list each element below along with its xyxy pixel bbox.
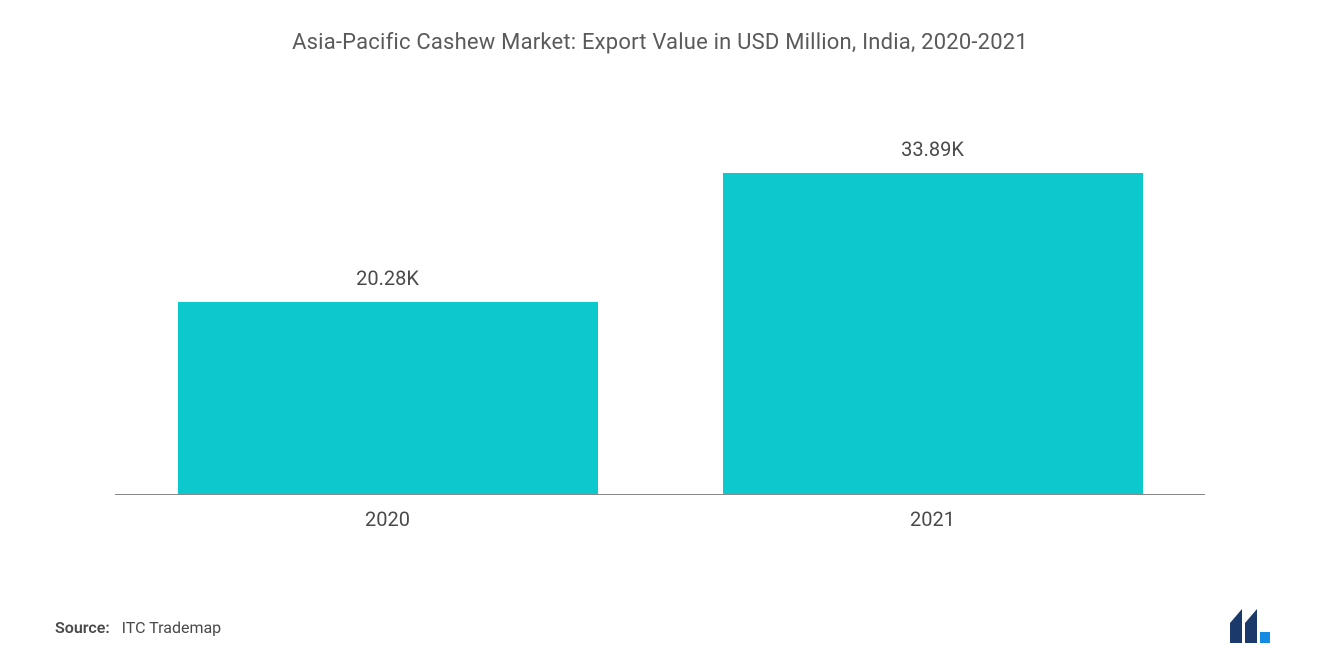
- chart-baseline: [115, 494, 1205, 495]
- bar-category-label-0: 2020: [365, 507, 410, 531]
- bar-0: [178, 302, 598, 495]
- bar-1: [723, 173, 1143, 495]
- bar-group-0: 20.28K 2020: [178, 266, 598, 495]
- bar-value-label-1: 33.89K: [901, 137, 964, 161]
- bars-wrapper: 20.28K 2020 33.89K 2021: [115, 115, 1205, 495]
- bar-value-label-0: 20.28K: [356, 266, 419, 290]
- brand-logo-icon: [1230, 609, 1280, 643]
- plot-area: 20.28K 2020 33.89K 2021: [55, 75, 1265, 535]
- bar-group-1: 33.89K 2021: [723, 137, 1143, 495]
- chart-container: Asia-Pacific Cashew Market: Export Value…: [0, 0, 1320, 665]
- bar-category-label-1: 2021: [910, 507, 955, 531]
- chart-title: Asia-Pacific Cashew Market: Export Value…: [55, 30, 1265, 55]
- source-line: Source: ITC Trademap: [55, 618, 221, 637]
- source-label: Source:: [55, 618, 110, 637]
- source-value: ITC Trademap: [122, 618, 222, 637]
